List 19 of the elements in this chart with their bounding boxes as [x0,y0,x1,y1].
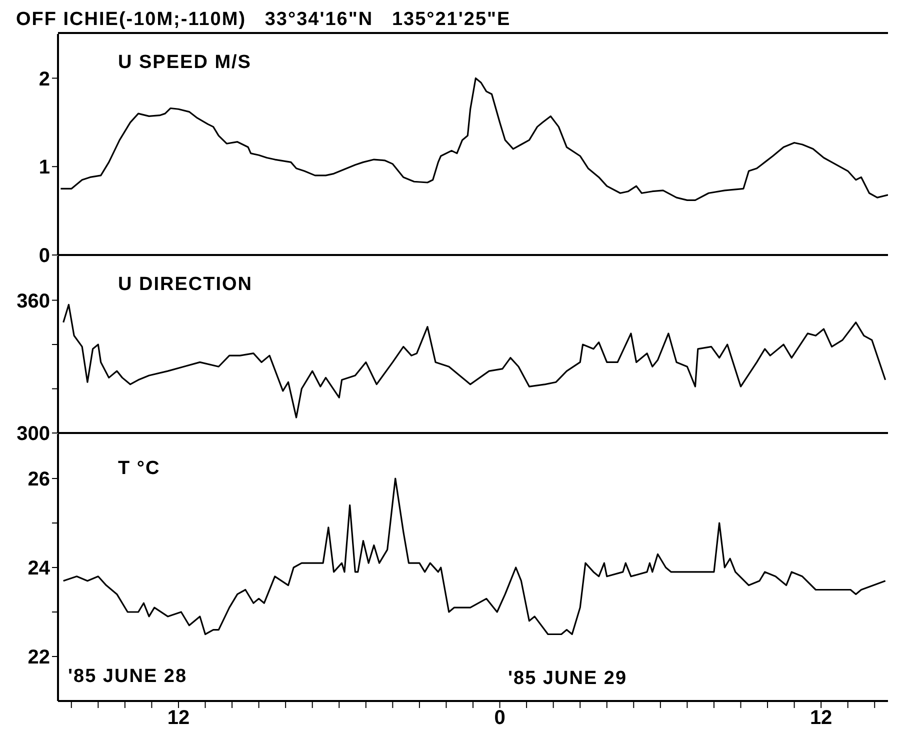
y-tick-label: 360 [16,290,50,312]
y-tick-label: 24 [28,558,51,580]
x-tick-label: 12 [167,707,190,730]
line-series [62,304,886,418]
chart-title: OFF ICHIE(-10M;-110M) 33°34'16"N 135°21'25"E [16,8,512,32]
annotation: '85 JUNE 29 [508,668,628,690]
line-series [62,478,886,636]
annotation: '85 JUNE 28 [68,666,188,688]
x-tick-label: 0 [494,707,506,730]
y-tick-label: 22 [28,646,50,669]
y-tick-label: 2 [38,68,50,90]
x-tick-label: 12 [810,707,832,730]
y-tick-label: 300 [16,423,50,446]
y-tick-label: 26 [28,468,50,491]
annotation: U DIRECTION [118,274,252,296]
annotation: T °C [118,458,160,480]
annotation: U SPEED M/S [118,52,252,74]
y-tick-label: 1 [38,156,50,179]
y-tick-label: 0 [38,245,50,268]
